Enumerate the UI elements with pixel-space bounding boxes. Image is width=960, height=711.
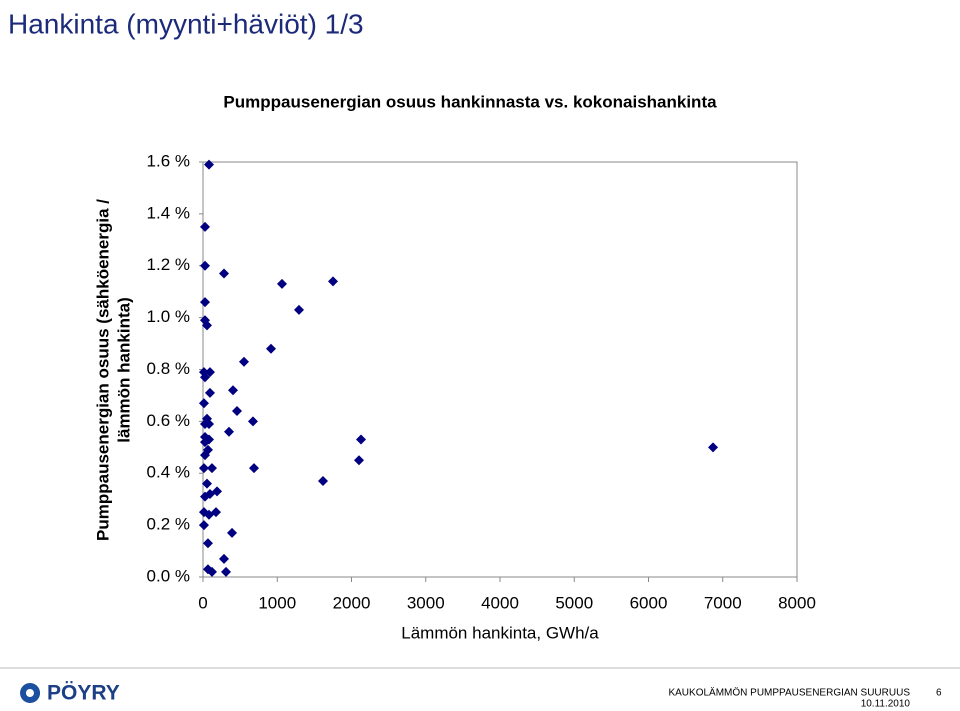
point	[200, 491, 211, 502]
x-tick-label: 8000	[778, 593, 816, 612]
y-tick-label: 1.0 %	[147, 307, 190, 326]
point	[247, 416, 258, 427]
footer-date: 10.11.2010	[861, 699, 911, 710]
x-tick-label: 6000	[630, 593, 668, 612]
point	[200, 260, 211, 271]
y-tick-label: 0.0 %	[147, 566, 190, 585]
y-tick-label: 1.6 %	[147, 151, 190, 170]
point	[294, 304, 305, 315]
point	[223, 426, 234, 437]
point	[210, 507, 221, 518]
point	[200, 297, 211, 308]
point	[227, 385, 238, 396]
point	[198, 463, 209, 474]
point	[200, 437, 211, 448]
x-tick-label: 4000	[481, 593, 519, 612]
point	[249, 463, 260, 474]
point	[708, 442, 719, 453]
x-tick-label: 7000	[704, 593, 742, 612]
y-tick-label: 0.6 %	[147, 411, 190, 430]
y-tick-label: 0.2 %	[147, 515, 190, 534]
x-tick-label: 1000	[258, 593, 296, 612]
point	[219, 553, 230, 564]
point	[204, 418, 215, 429]
chart-title: Pumppausenergian osuus hankinnasta vs. k…	[223, 92, 717, 111]
point	[206, 463, 217, 474]
y-tick-label: 1.2 %	[147, 255, 190, 274]
y-axis-label-line: Pumppausenergian osuus (sähköenergia /	[93, 199, 112, 541]
slide-title: Hankinta (myynti+häviöt) 1/3	[8, 8, 364, 39]
y-axis-label: Pumppausenergian osuus (sähköenergia / l…	[93, 199, 133, 541]
x-axis-label: Lämmön hankinta, GWh/a	[401, 623, 599, 642]
point	[200, 221, 211, 232]
point	[266, 343, 277, 354]
point	[221, 566, 232, 577]
logo-text: PÖYRY	[47, 682, 120, 705]
point	[204, 367, 215, 378]
point	[200, 372, 211, 383]
point	[204, 159, 215, 170]
point	[206, 566, 217, 577]
y-tick-label: 0.8 %	[147, 359, 190, 378]
point	[317, 476, 328, 487]
point	[227, 527, 238, 538]
point	[356, 434, 367, 445]
point	[238, 356, 249, 367]
point	[328, 276, 339, 287]
logo: PÖYRY	[20, 682, 120, 705]
point	[202, 320, 213, 331]
point	[202, 538, 213, 549]
x-tick-label: 3000	[407, 593, 445, 612]
point	[353, 455, 364, 466]
page-number: 6	[936, 688, 942, 699]
footer-text: KAUKOLÄMMÖN PUMPPAUSENERGIAN SUURUUS	[668, 687, 910, 699]
point	[200, 450, 211, 461]
point	[219, 268, 230, 279]
point	[277, 278, 288, 289]
y-tick-label: 0.4 %	[147, 463, 190, 482]
point	[198, 398, 209, 409]
point	[204, 387, 215, 398]
logo-mark	[20, 683, 41, 703]
x-tick-label: 2000	[333, 593, 371, 612]
x-tick-label: 5000	[555, 593, 593, 612]
y-tick-label: 1.4 %	[147, 203, 190, 222]
point	[202, 478, 213, 489]
point	[232, 406, 243, 416]
y-axis-label-line: lämmön hankinta)	[114, 297, 133, 442]
plot-frame	[202, 161, 798, 578]
point	[198, 520, 209, 531]
x-tick-label: 0	[198, 593, 207, 612]
